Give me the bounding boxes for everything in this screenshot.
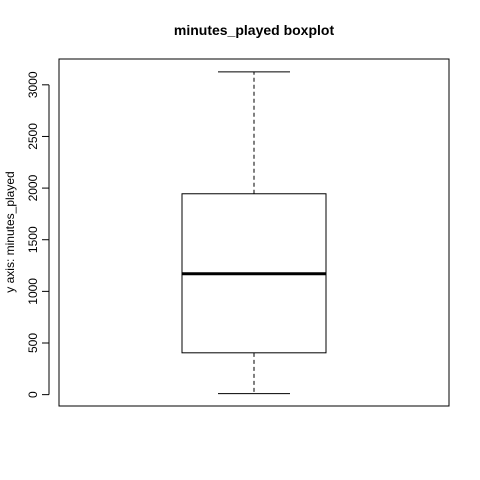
box-group [181,71,327,395]
y-axis-label: y axis: minutes_played [3,171,17,292]
plot-frame [58,58,450,407]
chart-title: minutes_played boxplot [174,22,335,38]
y-tick-label: 2500 [26,123,40,150]
y-tick-label: 2000 [26,174,40,201]
y-tick-label: 1000 [26,278,40,305]
y-tick-label: 3000 [26,71,40,98]
y-tick-label: 1500 [26,226,40,253]
y-tick-label: 500 [26,333,40,353]
y-axis: 0 500 1000 1500 2000 2500 3000 [26,71,50,398]
y-tick-label: 0 [26,391,40,398]
